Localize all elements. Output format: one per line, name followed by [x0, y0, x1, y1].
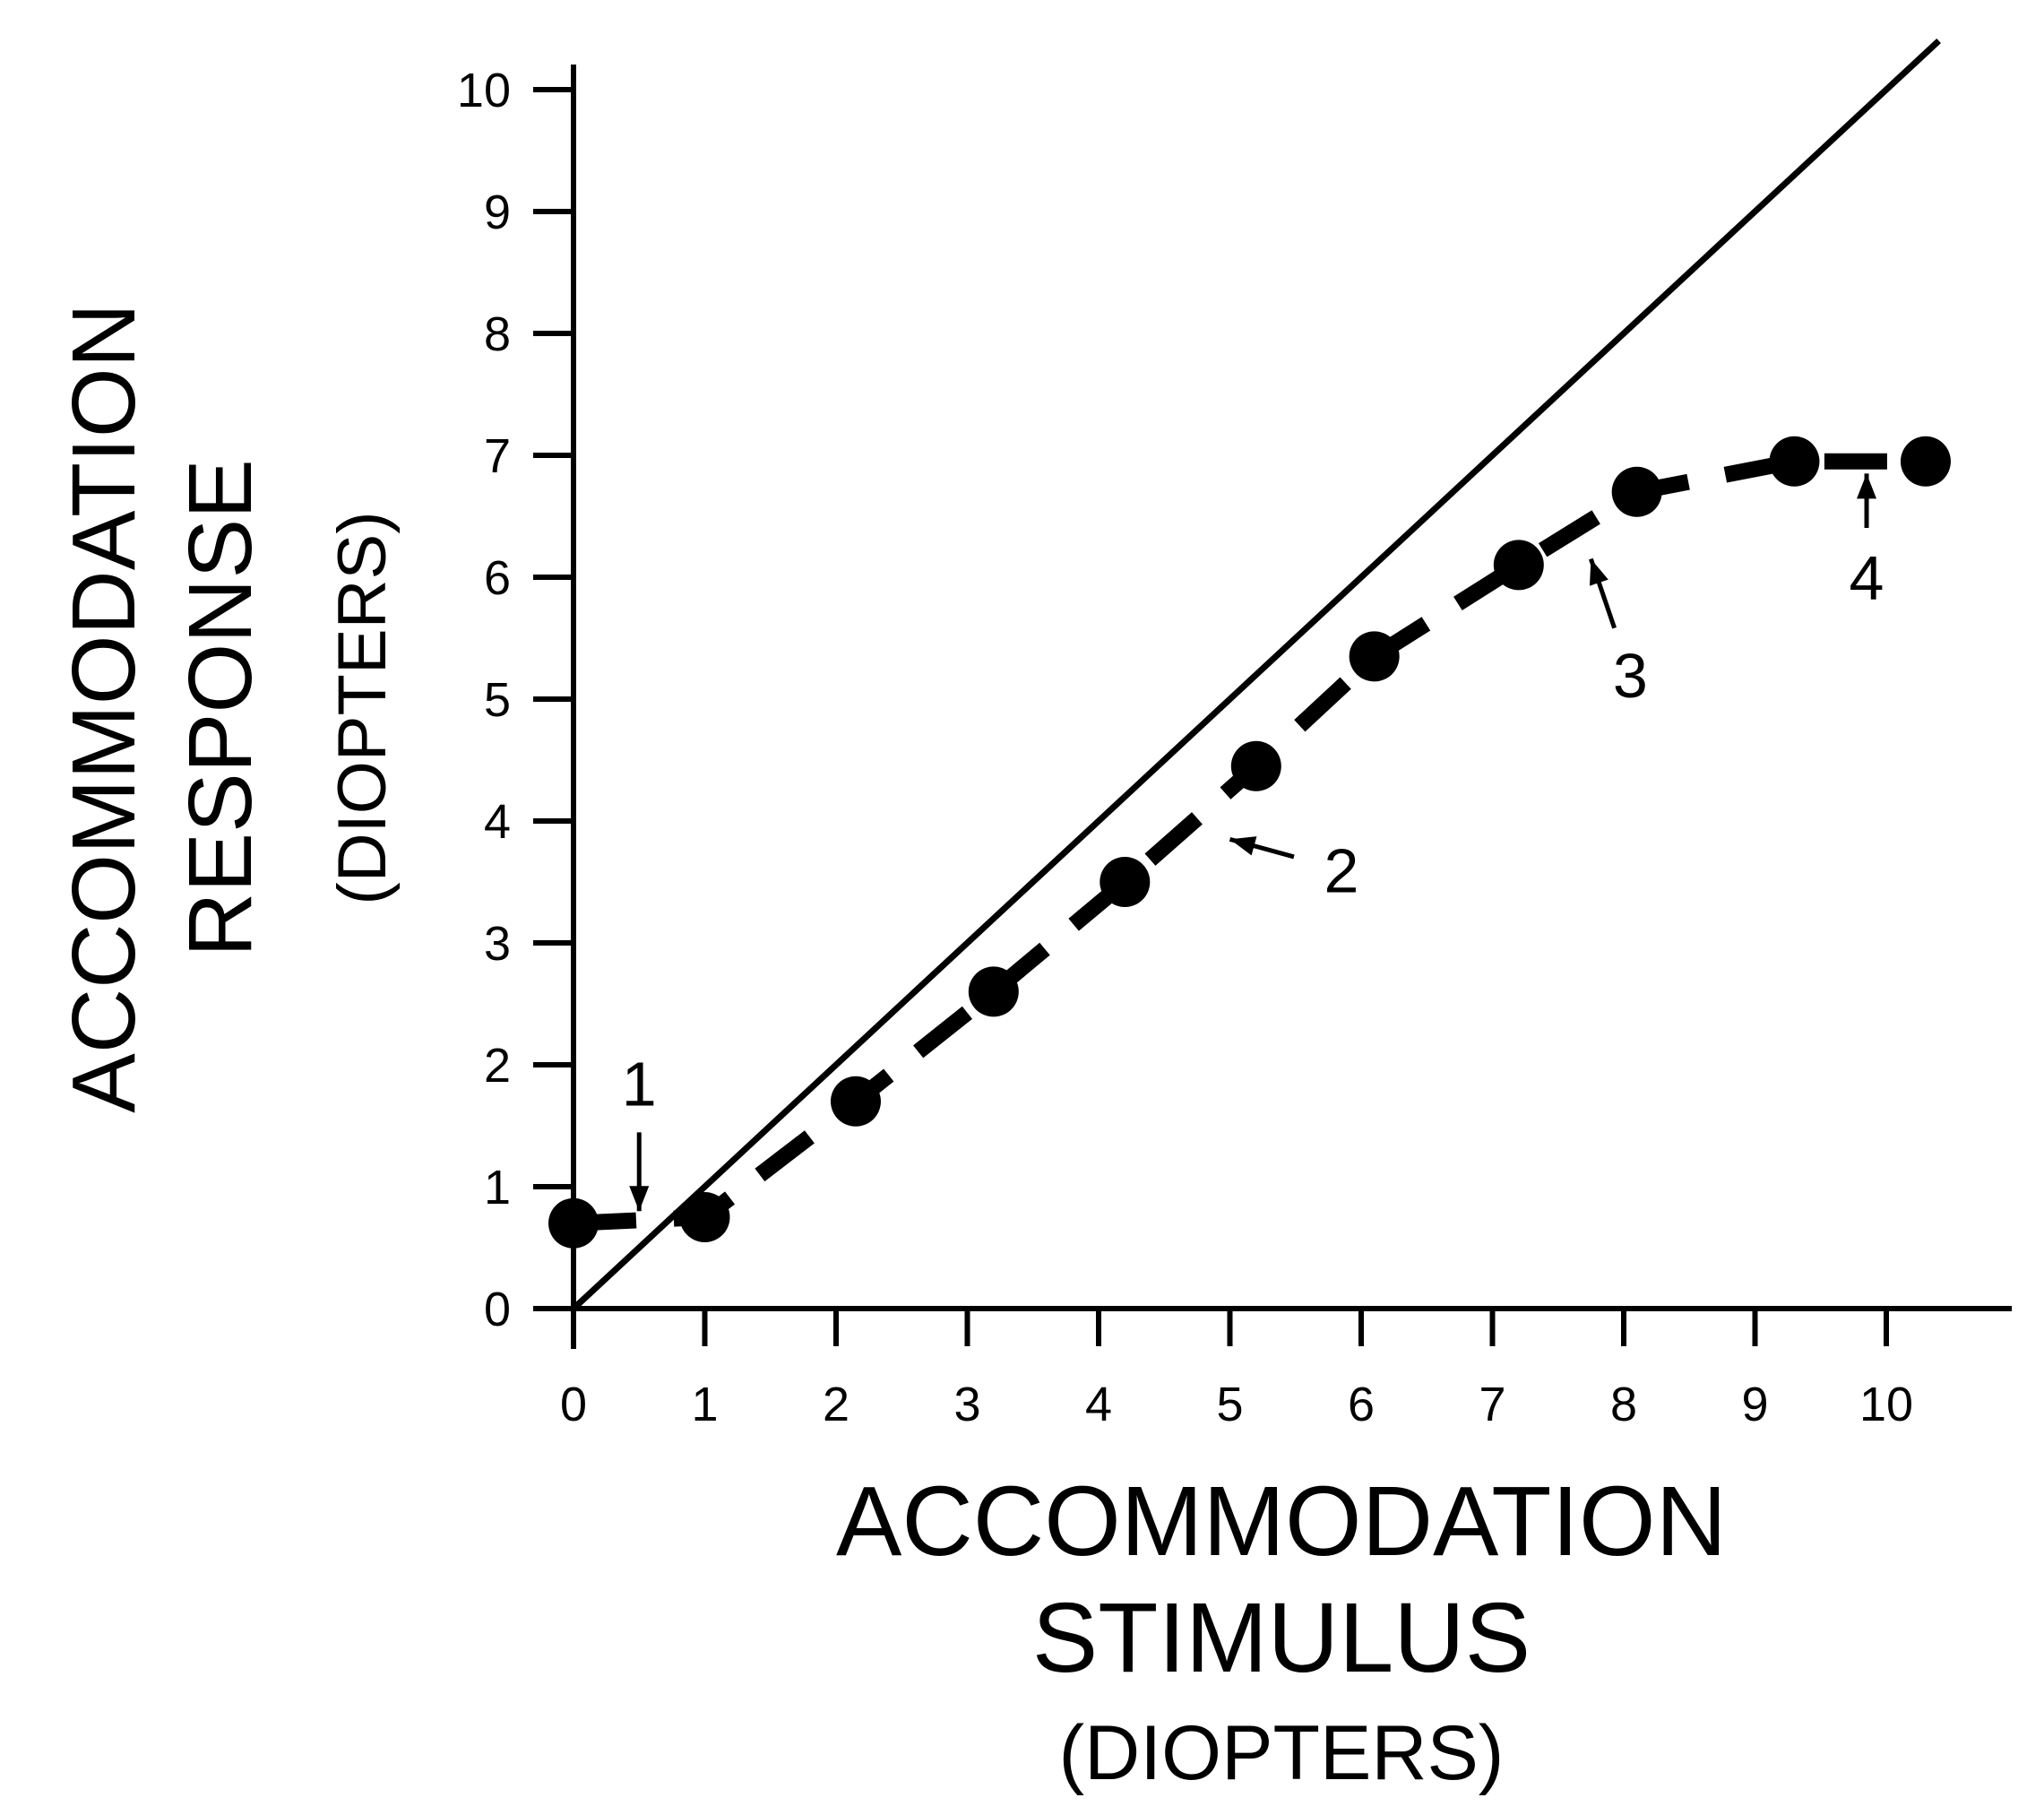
y-tick-label: 3: [484, 917, 511, 971]
x-axis-title-line2: STIMULUS: [1032, 1583, 1531, 1693]
x-tick-label: 10: [1859, 1378, 1913, 1431]
x-tick-label: 0: [560, 1378, 587, 1431]
response-point: [548, 1197, 599, 1249]
y-tick-label: 5: [484, 673, 511, 727]
x-tick-label: 4: [1085, 1378, 1112, 1431]
x-tick-label: 2: [823, 1378, 850, 1431]
axes: 0 1 2 3 4 5 6 7 8 9 10 0 1 2 3 4 5 6 7 8 9 10: [457, 64, 2012, 1431]
series-layer: [548, 39, 1951, 1311]
response-point: [1611, 466, 1662, 517]
x-tick-label: 9: [1741, 1378, 1768, 1431]
y-tick-label: 7: [484, 429, 511, 483]
annotation-label: 2: [1324, 835, 1359, 905]
y-axis-title: ACCOMMODATION: [54, 303, 154, 1113]
x-tick-label: 6: [1348, 1378, 1375, 1431]
y-tick-label: 2: [484, 1039, 511, 1093]
response-point: [830, 1076, 881, 1127]
response-point: [968, 966, 1019, 1017]
y-tick-label: 8: [484, 307, 511, 361]
annotation-label: 3: [1613, 641, 1648, 711]
response-point: [1493, 540, 1544, 591]
y-axis-title-line2: RESPONSE: [170, 459, 271, 957]
y-tick-label: 1: [484, 1161, 511, 1214]
x-tick-label: 7: [1479, 1378, 1505, 1431]
x-tick-label: 3: [953, 1378, 980, 1431]
response-point: [1230, 740, 1281, 791]
annotation-label: 4: [1850, 543, 1884, 613]
annotation-arrowhead: [1229, 836, 1257, 856]
y-tick-label: 10: [457, 64, 511, 117]
x-axis-unit: (DIOPTERS): [1059, 1710, 1505, 1796]
response-point: [1900, 436, 1951, 487]
response-point: [1349, 631, 1400, 682]
response-point: [679, 1192, 730, 1242]
y-tick-label: 9: [484, 186, 511, 239]
y-axis-unit: (DIOPTERS): [324, 511, 401, 904]
x-tick-label: 5: [1216, 1378, 1243, 1431]
x-tick-label: 1: [691, 1378, 718, 1431]
annotation-arrowhead: [629, 1186, 650, 1212]
annotations: 1 2 3 4: [622, 473, 1884, 1212]
reference-line: [571, 39, 1941, 1311]
y-tick-label: 4: [484, 795, 511, 849]
x-axis-title: ACCOMMODATION: [836, 1466, 1727, 1577]
y-tick-label: 6: [484, 551, 511, 605]
y-tick-label: 0: [484, 1283, 511, 1336]
x-tick-label: 8: [1610, 1378, 1637, 1431]
annotation-arrowhead: [1857, 473, 1877, 499]
annotation-label: 1: [622, 1049, 657, 1119]
response-point: [1100, 857, 1151, 907]
annotation-arrowhead: [1589, 558, 1608, 586]
response-point: [1769, 436, 1820, 487]
